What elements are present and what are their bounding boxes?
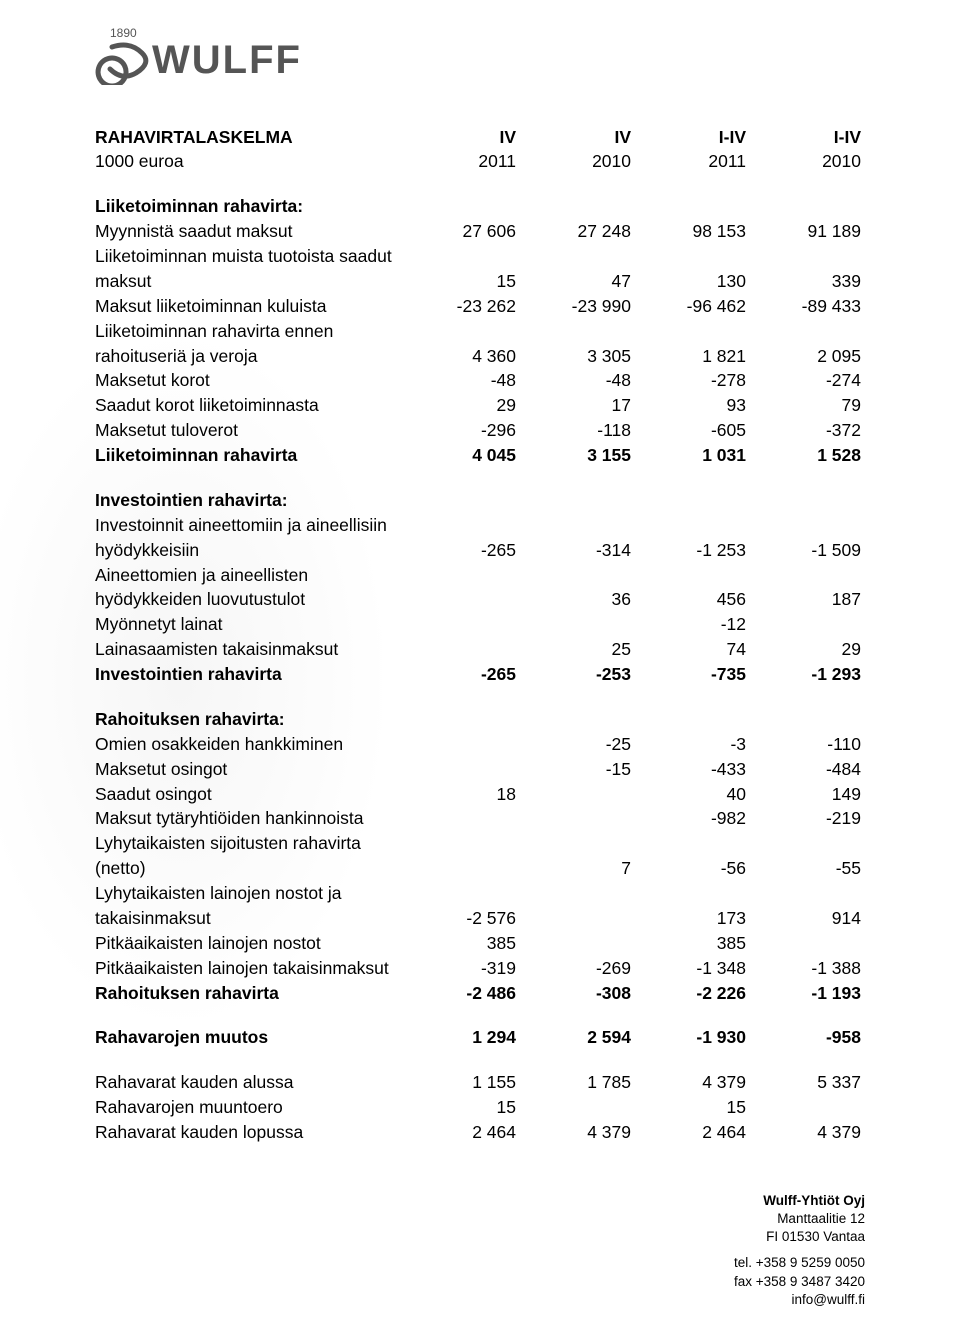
table-row: Maksut tytäryhtiöiden hankinnoista -982 … — [95, 807, 865, 832]
table-header-row: RAHAVIRTALASKELMA IV IV I-IV I-IV — [95, 125, 865, 150]
footer-company: Wulff-Yhtiöt Oyj — [734, 1192, 865, 1210]
col-year: 2011 — [635, 150, 750, 175]
table-row: Lyhytaikaisten sijoitusten rahavirta — [95, 832, 865, 857]
page-footer: Wulff-Yhtiöt Oyj Manttaalitie 12 FI 0153… — [734, 1192, 865, 1309]
section-header: Liiketoiminnan rahavirta: — [95, 195, 865, 220]
table-row: takaisinmaksut -2 576 173 914 — [95, 906, 865, 931]
table-row: Lyhytaikaisten lainojen nostot ja — [95, 882, 865, 907]
section-header: Rahoituksen rahavirta: — [95, 707, 865, 732]
col-header: IV — [405, 125, 520, 150]
table-row: Maksetut tuloverot -296 -118 -605 -372 — [95, 419, 865, 444]
table-subheader-row: 1000 euroa 2011 2010 2011 2010 — [95, 150, 865, 175]
table-row: Rahavarojen muuntoero 15 15 — [95, 1096, 865, 1121]
section-header: Investointien rahavirta: — [95, 488, 865, 513]
table-row: Maksetut osingot -15 -433 -484 — [95, 757, 865, 782]
company-logo: 1890 WULFF — [90, 25, 865, 85]
section-total-row: Investointien rahavirta -265 -253 -735 -… — [95, 663, 865, 688]
table-title: RAHAVIRTALASKELMA — [95, 125, 405, 150]
section-total-row: Rahoituksen rahavirta -2 486 -308 -2 226… — [95, 981, 865, 1006]
table-row: Maksut liiketoiminnan kuluista -23 262 -… — [95, 294, 865, 319]
table-row: Myönnetyt lainat -12 — [95, 613, 865, 638]
col-year: 2010 — [520, 150, 635, 175]
table-row: hyödykkeisiin -265 -314 -1 253 -1 509 — [95, 538, 865, 563]
table-row: Myynnistä saadut maksut 27 606 27 248 98… — [95, 220, 865, 245]
table-row: Omien osakkeiden hankkiminen -25 -3 -110 — [95, 732, 865, 757]
table-row: Rahavarat kauden alussa 1 155 1 785 4 37… — [95, 1071, 865, 1096]
table-row: Pitkäaikaisten lainojen nostot 385 385 — [95, 931, 865, 956]
footer-email: info@wulff.fi — [734, 1291, 865, 1309]
table-row: Aineettomien ja aineellisten — [95, 563, 865, 588]
table-subtitle: 1000 euroa — [95, 150, 405, 175]
table-row: Maksetut korot -48 -48 -278 -274 — [95, 369, 865, 394]
footer-address: FI 01530 Vantaa — [734, 1228, 865, 1246]
footer-fax: fax +358 9 3487 3420 — [734, 1273, 865, 1291]
table-row: maksut 15 47 130 339 — [95, 269, 865, 294]
table-row: Liiketoiminnan rahavirta ennen — [95, 319, 865, 344]
table-row: Investoinnit aineettomiin ja aineellisii… — [95, 513, 865, 538]
table-row: Saadut osingot 18 40 149 — [95, 782, 865, 807]
table-row: hyödykkeiden luovutustulot 36 456 187 — [95, 588, 865, 613]
section-total-row: Liiketoiminnan rahavirta 4 045 3 155 1 0… — [95, 444, 865, 469]
logo-year: 1890 — [110, 26, 137, 40]
col-header: I-IV — [750, 125, 865, 150]
table-row: Rahavarat kauden lopussa 2 464 4 379 2 4… — [95, 1121, 865, 1146]
col-header: I-IV — [635, 125, 750, 150]
footer-tel: tel. +358 9 5259 0050 — [734, 1254, 865, 1272]
cash-flow-table: RAHAVIRTALASKELMA IV IV I-IV I-IV 1000 e… — [95, 125, 865, 1145]
col-year: 2010 — [750, 150, 865, 175]
page-content: 1890 WULFF RAHAVIRTALASKELMA IV IV I-IV … — [0, 0, 960, 1145]
table-row: Saadut korot liiketoiminnasta 29 17 93 7… — [95, 394, 865, 419]
change-row: Rahavarojen muutos 1 294 2 594 -1 930 -9… — [95, 1026, 865, 1051]
table-row: rahoituseriä ja veroja 4 360 3 305 1 821… — [95, 344, 865, 369]
table-row: Pitkäaikaisten lainojen takaisinmaksut -… — [95, 956, 865, 981]
table-row: (netto) 7 -56 -55 — [95, 857, 865, 882]
col-header: IV — [520, 125, 635, 150]
col-year: 2011 — [405, 150, 520, 175]
table-row: Liiketoiminnan muista tuotoista saadut — [95, 245, 865, 270]
footer-address: Manttaalitie 12 — [734, 1210, 865, 1228]
svg-text:WULFF: WULFF — [152, 38, 302, 82]
table-row: Lainasaamisten takaisinmaksut 25 74 29 — [95, 638, 865, 663]
